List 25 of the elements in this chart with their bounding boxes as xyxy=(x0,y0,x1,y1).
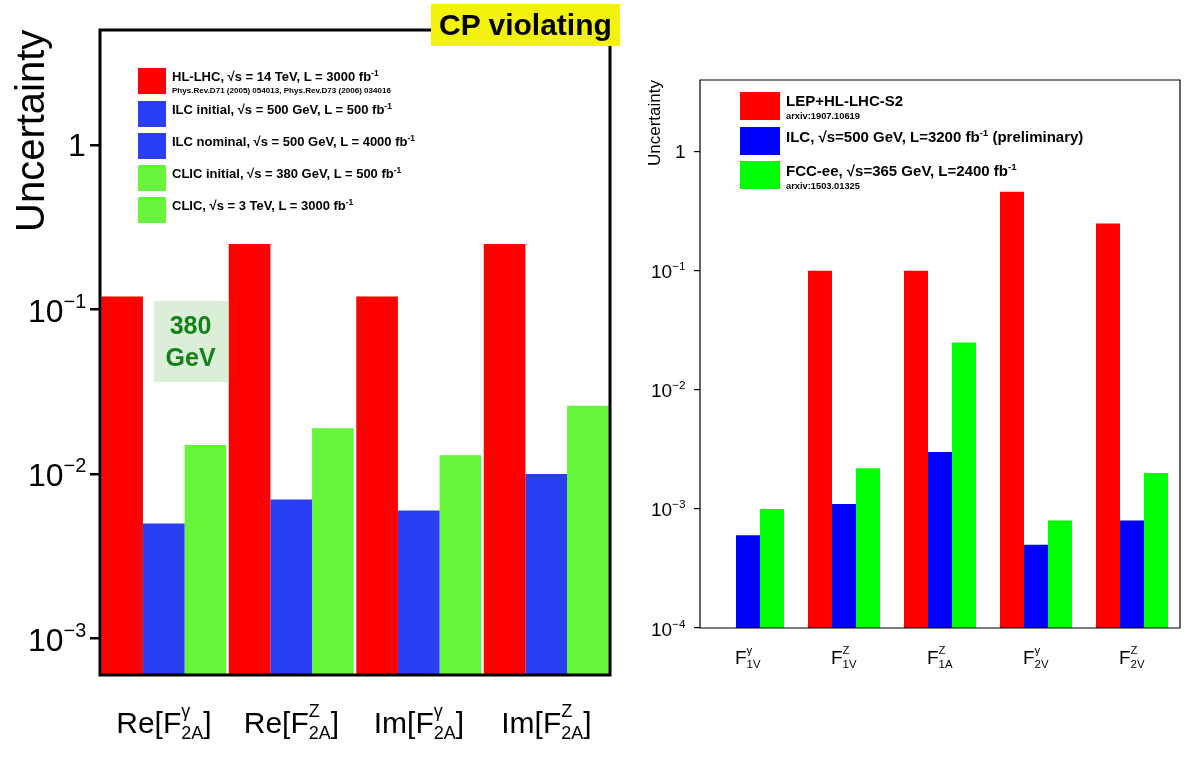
legend-label: ILC, √s=500 GeV, L=3200 fb$^{-1}$ (preliminary) xyxy=(786,127,1084,145)
y-tick-label: 10$^{−2}$ xyxy=(651,378,686,402)
x-tick-label: Re[F$^{γ}$$_{2A}$] xyxy=(116,701,212,744)
legend-label: CLIC initial, √s = 380 GeV, L = 500 fb$^{-1}$ xyxy=(172,165,402,182)
x-tick-label: Im[F$^{Z}$$_{2A}$] xyxy=(501,701,592,744)
y-tick-label: 10$^{−2}$ xyxy=(28,454,87,494)
x-tick-label: Im[F$^{γ}$$_{2A}$] xyxy=(373,701,465,744)
y-tick-label: 10$^{−3}$ xyxy=(28,619,87,658)
legend-label: ILC nominal, √s = 500 GeV, L = 4000 fb$^{-1}$ xyxy=(172,133,415,150)
chart-title: CP violating xyxy=(431,4,620,46)
y-axis-title: Uncertainty xyxy=(645,80,664,166)
y-tick-label: 10$^{−4}$ xyxy=(651,616,686,640)
y-tick-label: 10$^{−3}$ xyxy=(651,497,686,521)
legend-label: LEP+HL-LHC-S2 arxiv:1907.10619 xyxy=(786,92,904,121)
legend-label: CLIC, √s = 3 TeV, L = 3000 fb$^{-1}$ xyxy=(172,197,354,214)
text: FCC-ee, √s=365 GeV, L=2400 fb$^{-1}$ arxiv:1503.01325 xyxy=(786,161,1017,191)
y-tick-label: 1 xyxy=(675,141,686,163)
legend-label: HL-LHC, √s = 14 TeV, L = 3000 fb$^{-1}$ Phys.Rev.D71 (2005) 054013, Phys.Rev.D73 (2006) 034016 xyxy=(172,68,391,96)
annotation: 380 GeV xyxy=(153,300,228,382)
x-tick-label: Re[F$^{Z}$$_{2A}$] xyxy=(243,701,340,744)
y-tick-label: 10$^{−1}$ xyxy=(651,259,686,283)
y-tick-label: 10$^{−1}$ xyxy=(28,289,87,329)
y-axis-title: Uncertainty xyxy=(8,29,52,232)
legend-label: ILC initial, √s = 500 GeV, L = 500 fb$^{-1}$ xyxy=(172,101,392,118)
y-tick-label: 1 xyxy=(68,126,86,163)
